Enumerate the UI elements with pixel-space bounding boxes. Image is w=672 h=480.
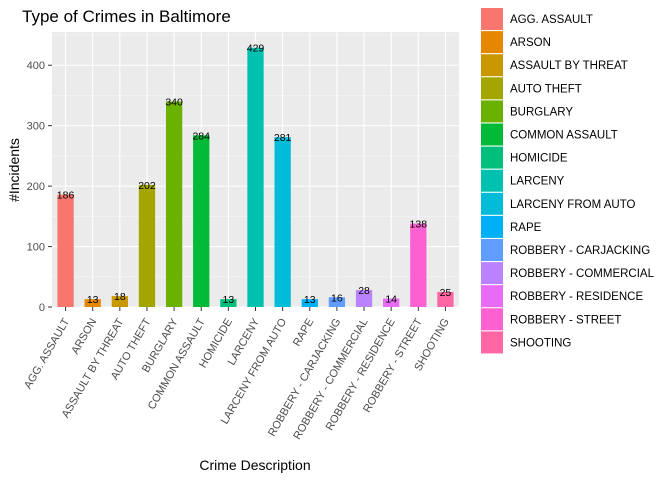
legend-swatch (481, 192, 503, 215)
bar-value-label: 429 (247, 43, 265, 55)
legend-label: ARSON (510, 37, 551, 49)
bar (111, 296, 128, 307)
legend-swatch (481, 54, 503, 77)
legend-label: ROBBERY - RESIDENCE (510, 291, 643, 303)
bar-value-label: 25 (440, 287, 452, 299)
bar-value-label: 202 (138, 180, 156, 192)
legend-label: AUTO THEFT (510, 83, 582, 95)
bar (138, 184, 156, 307)
legend-label: RAPE (510, 222, 542, 234)
bar-value-label: 340 (165, 97, 183, 109)
legend-swatch (481, 169, 503, 192)
x-axis-title: Crime Description (199, 457, 310, 473)
x-tick-label: AGG. ASSAULT (22, 316, 72, 391)
legend-swatch (481, 215, 503, 238)
legend-label: SHOOTING (510, 337, 571, 349)
y-tick-label: 300 (27, 121, 45, 133)
bar (193, 135, 210, 307)
bar-value-label: 14 (385, 294, 397, 306)
bar (328, 297, 346, 307)
bar-value-label: 284 (192, 130, 210, 142)
bar-value-label: 138 (410, 219, 428, 231)
legend-swatch (481, 123, 503, 146)
bar (383, 298, 400, 307)
bar (84, 299, 101, 307)
bar (57, 194, 74, 307)
bar (274, 137, 291, 307)
legend-label: HOMICIDE (510, 153, 568, 165)
bar (301, 299, 318, 307)
bar (247, 47, 264, 307)
y-tick-label: 400 (27, 60, 45, 72)
legend-swatch (481, 77, 503, 100)
legend-label: ROBBERY - STREET (510, 314, 621, 326)
legend-swatch (481, 239, 503, 261)
legend-swatch (481, 146, 503, 169)
bar-value-label: 16 (331, 292, 343, 304)
bar (355, 290, 373, 307)
bar-value-label: 13 (87, 294, 99, 306)
data-labels: 186 13 18 202 340 284 13 429 281 13 16 28 14 138 25 (57, 43, 452, 306)
legend-label: BURGLARY (510, 106, 573, 118)
legend-label: ASSAULT BY THREAT (510, 60, 628, 72)
bars (57, 47, 454, 307)
legend-swatch (481, 262, 503, 285)
legend-label: COMMON ASSAULT (510, 130, 618, 142)
legend-swatch (481, 8, 503, 30)
x-tick-label: ARSON (69, 316, 99, 356)
bar (410, 223, 427, 307)
legend-label: LARCENY FROM AUTO (510, 199, 636, 211)
legend-swatch (481, 308, 503, 331)
bar-value-label: 186 (57, 190, 75, 202)
legend: AGG. ASSAULT ARSON ASSAULT BY THREAT AUTO T… (481, 8, 655, 354)
bar (165, 101, 183, 307)
legend-swatch (481, 100, 503, 123)
bar (437, 291, 454, 307)
legend-label: AGG. ASSAULT (510, 14, 593, 26)
bar-value-label: 281 (274, 132, 292, 144)
x-tick-label: RAPE (291, 317, 316, 349)
bar-value-label: 13 (304, 294, 316, 306)
bar-value-label: 28 (358, 285, 370, 297)
y-tick-label: 0 (39, 302, 45, 314)
legend-swatch (481, 331, 503, 354)
legend-label: LARCENY (510, 176, 565, 188)
legend-label: ROBBERY - COMMERCIAL (510, 268, 655, 280)
chart-title: Type of Crimes in Baltimore (22, 7, 231, 26)
legend-swatch (481, 31, 503, 54)
y-axis: 0 100 200 300 400 (27, 60, 52, 314)
y-tick-label: 100 (27, 242, 45, 254)
bar (220, 299, 237, 307)
y-tick-label: 200 (27, 181, 45, 193)
legend-swatch (481, 285, 503, 308)
bar-value-label: 13 (223, 294, 235, 306)
y-axis-title: #Incidents (6, 138, 22, 202)
legend-label: ROBBERY - CARJACKING (510, 245, 650, 257)
bar-value-label: 18 (114, 291, 126, 303)
